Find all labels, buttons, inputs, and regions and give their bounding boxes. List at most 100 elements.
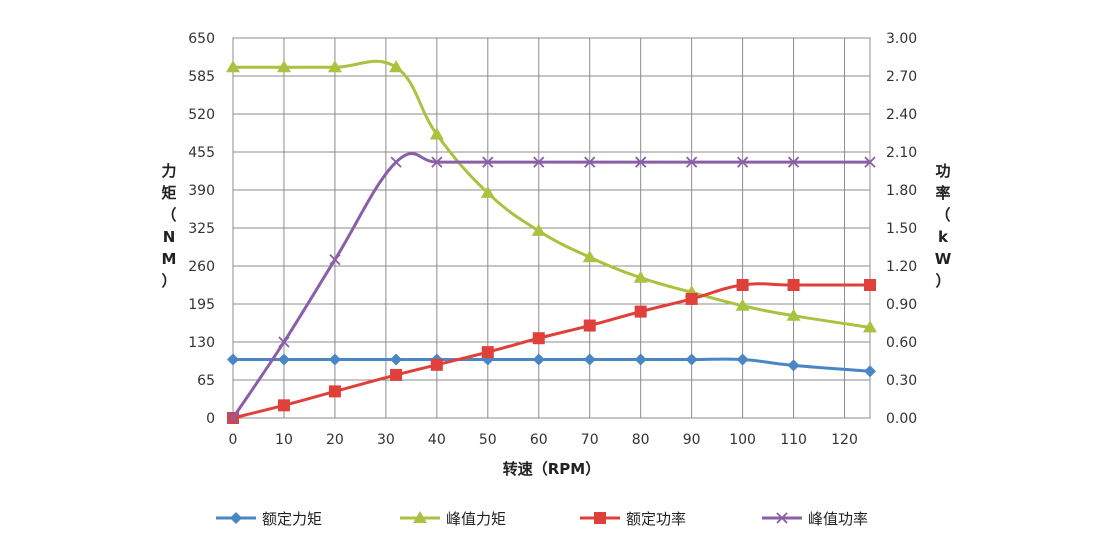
plot-frame — [232, 37, 871, 419]
data-point — [390, 353, 403, 366]
legend-swatch-marker — [776, 512, 788, 524]
x-tick-label: 120 — [831, 432, 858, 448]
data-point — [685, 353, 698, 366]
data-point — [736, 353, 749, 366]
x-tick-label: 50 — [479, 432, 497, 448]
y-right-tick-label: 2.10 — [886, 145, 917, 161]
data-point — [390, 156, 402, 168]
legend-label: 额定力矩 — [262, 510, 322, 528]
data-point — [582, 250, 597, 263]
legend: 额定力矩 峰值力矩 额定功率 峰值功率 — [216, 510, 868, 528]
y-right-tick-label: 0.90 — [886, 297, 917, 313]
y-axis-title-char: 矩 — [161, 184, 176, 202]
data-point — [480, 185, 495, 198]
legend-item: 峰值力矩 — [400, 510, 506, 528]
series-2 — [226, 59, 877, 333]
y-axis-title-char: 力 — [161, 162, 176, 180]
data-point — [583, 353, 596, 366]
data-point — [328, 385, 341, 398]
data-point — [864, 365, 876, 378]
data-point — [227, 353, 239, 366]
x-tick-label: 110 — [780, 432, 807, 448]
y-right-tick-label: 0.30 — [886, 373, 917, 389]
data-point — [787, 156, 800, 168]
data-point — [277, 399, 290, 412]
data-point — [531, 223, 546, 236]
data-point — [329, 254, 341, 266]
y-tick-label: 325 — [188, 221, 215, 237]
data-point — [532, 332, 545, 345]
legend-swatch-marker — [230, 512, 242, 524]
y-axis-title: 力矩 （ NM ） — [161, 162, 176, 290]
x-tick-label: 10 — [275, 432, 293, 448]
y-tick-label: 195 — [188, 297, 215, 313]
legend-label: 峰值功率 — [808, 510, 868, 528]
data-point — [787, 279, 800, 291]
legend-item: 峰值功率 — [762, 510, 868, 528]
legend-swatch-marker — [413, 511, 427, 523]
data-point — [533, 156, 545, 168]
data-point — [634, 353, 647, 366]
data-point — [429, 127, 444, 140]
legend-label: 额定功率 — [626, 510, 686, 528]
series-3 — [227, 279, 876, 424]
y-tick-label: 650 — [188, 31, 215, 47]
data-point — [685, 292, 698, 305]
y-right-axis-title-char: （ — [935, 206, 950, 224]
data-point — [584, 156, 596, 168]
y-right-tick-label: 1.20 — [886, 259, 917, 275]
y-axis-title-char: M — [162, 250, 177, 268]
y-right-tick-label: 0.60 — [886, 335, 917, 351]
legend-item: 额定力矩 — [216, 510, 322, 528]
y-right-axis-title: 功率 （ kW ） — [935, 162, 952, 290]
x-tick-label: 60 — [530, 432, 548, 448]
data-point — [431, 156, 443, 168]
data-point — [328, 353, 341, 366]
data-point — [634, 305, 647, 318]
data-point — [635, 156, 647, 168]
data-point — [787, 359, 800, 372]
y-right-tick-label: 2.70 — [886, 69, 917, 85]
data-point — [390, 368, 403, 381]
y-tick-label: 390 — [188, 183, 215, 199]
data-point — [532, 353, 545, 366]
y-tick-label: 130 — [188, 335, 215, 351]
y-right-tick-label: 1.50 — [886, 221, 917, 237]
y-axis-title-char: ） — [161, 272, 176, 290]
x-tick-label: 0 — [229, 432, 238, 448]
series-4 — [227, 151, 876, 424]
axes — [232, 37, 871, 419]
data-point — [277, 353, 290, 366]
y-right-axis-title-char: W — [935, 250, 952, 268]
data-point — [389, 60, 404, 73]
y-axis-title-char: （ — [161, 206, 176, 224]
data-point — [430, 358, 443, 371]
x-tick-label: 30 — [377, 432, 395, 448]
data-point — [278, 336, 290, 348]
data-point — [735, 298, 750, 311]
data-point — [686, 156, 698, 168]
data-point — [276, 60, 291, 73]
data-point — [736, 279, 749, 291]
y-right-axis-title-char: 功 — [935, 162, 950, 180]
x-tick-label: 100 — [729, 432, 756, 448]
data-point — [864, 156, 876, 168]
data-point — [481, 346, 494, 359]
y-tick-label: 455 — [188, 145, 215, 161]
x-tick-label: 40 — [428, 432, 446, 448]
data-point — [863, 320, 877, 333]
data-point — [864, 279, 876, 291]
axis-labels: 0 65 130 195 260 325 390 455 520 585 650 0.00 0.30 0.… — [161, 31, 951, 478]
legend-swatch-marker — [594, 512, 606, 524]
y-axis-title-char: N — [163, 228, 176, 246]
legend-item: 额定功率 — [580, 510, 686, 528]
x-tick-label: 70 — [581, 432, 599, 448]
data-point — [583, 319, 596, 332]
y-right-axis-title-char: 率 — [935, 184, 950, 202]
x-tick-label: 80 — [632, 432, 650, 448]
series-layer — [226, 59, 877, 424]
data-point — [633, 270, 648, 283]
